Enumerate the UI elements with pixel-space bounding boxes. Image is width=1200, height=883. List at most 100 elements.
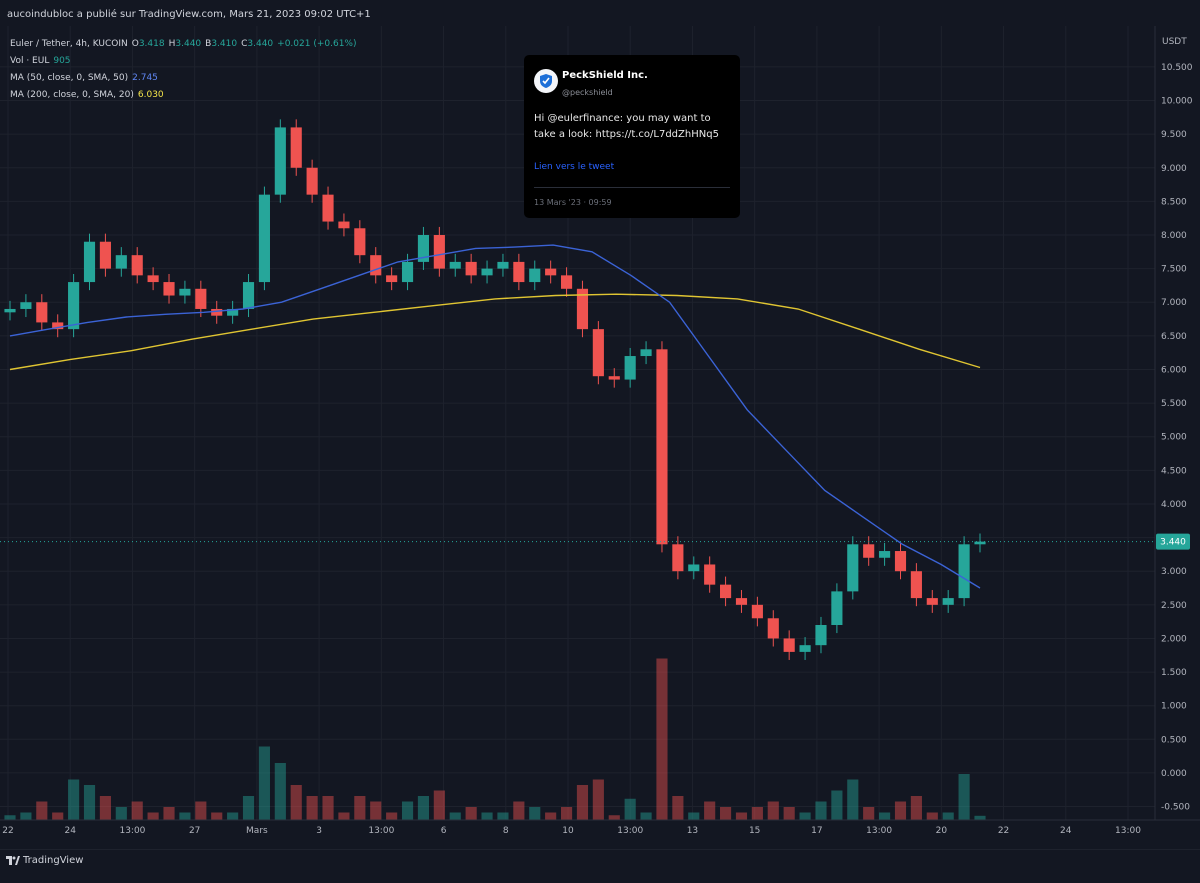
candle-body (513, 261, 525, 283)
time-tick-label: 27 (189, 826, 200, 836)
volume-bar (529, 807, 541, 820)
ohlc-low: B3.410 (205, 39, 238, 49)
volume-bar (720, 807, 732, 820)
price-tick-label: 2.500 (1161, 601, 1187, 611)
candle-body (879, 551, 891, 558)
price-tick-label: 5.000 (1161, 433, 1187, 443)
time-tick-label: 20 (936, 826, 948, 836)
legend-symbol-row: Euler / Tether, 4h, KUCOIN O3.418 H3.440… (10, 36, 356, 53)
price-tick-label: 8.000 (1161, 231, 1187, 241)
volume-label[interactable]: Vol · EUL (10, 56, 50, 66)
candle-body (211, 308, 223, 316)
candle-body (576, 288, 589, 330)
volume-bar (783, 807, 795, 820)
volume-bar (624, 798, 636, 820)
candle-body (974, 541, 986, 545)
tweet-author-name: PeckShield Inc. (562, 70, 648, 81)
candle-body (958, 544, 970, 599)
candle-body (799, 645, 811, 652)
volume-bar (242, 796, 255, 820)
time-tick-label: 3 (316, 826, 322, 836)
candle-body (386, 275, 398, 283)
time-tick-label: 24 (64, 826, 76, 836)
candle-body (4, 308, 16, 313)
candle-body (449, 261, 461, 269)
volume-bar (211, 812, 223, 820)
volume-bar (4, 815, 16, 820)
publish-info: aucoindubloc a publié sur TradingView.co… (7, 9, 371, 20)
candle-body (179, 288, 191, 296)
price-tick-label: 0.500 (1161, 735, 1187, 745)
candle-body (163, 282, 175, 296)
legend-volume-row: Vol · EUL 905 (10, 53, 356, 70)
tweet-link[interactable]: Lien vers le tweet (534, 162, 615, 172)
publish-header: aucoindubloc a publié sur TradingView.co… (0, 0, 1200, 26)
volume-value: 905 (53, 56, 71, 66)
volume-bar (163, 807, 175, 820)
candle-body (831, 591, 843, 625)
price-tick-label: 9.500 (1161, 130, 1187, 140)
volume-bar (306, 796, 318, 820)
tweet-card[interactable]: PeckShield Inc. @peckshield Hi @eulerfin… (524, 55, 740, 218)
time-tick-label: 17 (811, 826, 822, 836)
volume-bar (115, 807, 127, 820)
volume-bar (592, 779, 604, 820)
candle-body (767, 618, 779, 639)
volume-bar (417, 796, 430, 820)
price-tick-label: 9.000 (1161, 164, 1187, 174)
volume-bar (608, 815, 620, 820)
ohlc-open: O3.418 (131, 39, 165, 49)
change-value: +0.021 (+0.61%) (277, 39, 357, 49)
volume-bar (879, 812, 891, 820)
shield-icon (540, 74, 552, 88)
candle-body (36, 302, 48, 323)
time-axis[interactable]: 22 24 13:00 27 Mars 3 13:00 6 8 10 13:00 13 15 17 13:0… (0, 819, 1200, 836)
volume-bar (688, 812, 700, 820)
price-tick-label: -0.500 (1161, 803, 1190, 813)
volume-bar (481, 812, 493, 820)
price-tick-label: 1.000 (1161, 702, 1187, 712)
tweet-date: 13 Mars '23 · 09:59 (534, 198, 612, 207)
candle-body (242, 282, 255, 309)
volume-bar (513, 801, 525, 820)
volume-bar (401, 801, 414, 820)
price-tick-label: 6.000 (1161, 365, 1187, 375)
candle-body (83, 241, 96, 283)
ma50-value: 2.745 (132, 73, 158, 83)
volume-bar (560, 807, 573, 820)
price-tick-label: 5.500 (1161, 399, 1187, 409)
ohlc-high: H3.440 (168, 39, 202, 49)
volume-bar (672, 796, 684, 820)
candle-body (433, 235, 445, 269)
time-tick-label: 13:00 (368, 826, 394, 836)
time-tick-label: 13 (687, 826, 698, 836)
volume-bar (83, 785, 96, 820)
last-price-label: 3.440 (1160, 538, 1186, 548)
price-tick-label: 10.000 (1161, 97, 1193, 107)
volume-bar (36, 801, 48, 820)
candle-body (545, 268, 557, 276)
time-tick-label: 13:00 (1115, 826, 1141, 836)
candle-body (274, 127, 286, 195)
price-axis[interactable]: 10.500 10.000 9.500 9.000 8.500 8.000 7.500 7.0… (0, 26, 1193, 820)
volume-bar (847, 779, 859, 820)
volume-bar (910, 796, 922, 820)
ma200-line (9, 293, 981, 371)
price-tick-label: 3.000 (1161, 567, 1187, 577)
volume-bar (370, 801, 382, 820)
candle-body (497, 261, 509, 269)
ma200-label[interactable]: MA (200, close, 0, SMA, 20) (10, 90, 134, 100)
time-tick-label: 13:00 (119, 826, 145, 836)
candle-body (465, 261, 477, 276)
candle-body (401, 261, 414, 283)
symbol-label[interactable]: Euler / Tether, 4h, KUCOIN (10, 39, 128, 49)
volume-bar (767, 801, 779, 820)
candle-body (99, 241, 111, 269)
ma50-label[interactable]: MA (50, close, 0, SMA, 50) (10, 73, 129, 83)
tradingview-logo[interactable]: TradingView (6, 855, 83, 866)
candle-body (815, 625, 827, 646)
volume-bar (131, 801, 143, 820)
volume-bar (354, 796, 366, 820)
volume-bar (52, 812, 64, 820)
candle-body (354, 228, 366, 256)
